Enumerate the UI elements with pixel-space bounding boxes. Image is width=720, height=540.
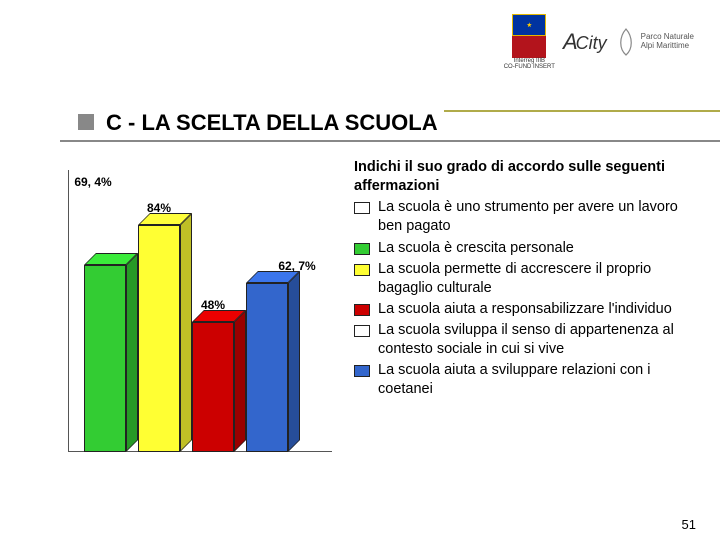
bar bbox=[246, 283, 288, 452]
bar bbox=[192, 322, 234, 452]
legend-text: La scuola permette di accrescere il prop… bbox=[378, 260, 698, 298]
title-underline bbox=[60, 140, 720, 142]
slide: ⋆ Interreg IIIB CO-FUND INSERT A City Pa… bbox=[0, 0, 720, 540]
legend-item: La scuola aiuta a responsabilizzare l'in… bbox=[354, 300, 698, 319]
parco-text: Parco Naturale Alpi Marittime bbox=[641, 33, 694, 51]
city-logo-text: City bbox=[576, 33, 607, 54]
leaf-icon bbox=[615, 27, 637, 57]
legend-swatch-icon bbox=[354, 243, 370, 255]
program-block-icon bbox=[512, 36, 546, 58]
legend-item: La scuola sviluppa il senso di appartene… bbox=[354, 321, 698, 359]
parco-logo: Parco Naturale Alpi Marittime bbox=[615, 27, 694, 57]
legend-item: La scuola permette di accrescere il prop… bbox=[354, 260, 698, 298]
bar-label: 62, 7% bbox=[278, 259, 315, 273]
eu-flag-icon: ⋆ bbox=[512, 14, 546, 36]
bar-label: 69, 4% bbox=[74, 175, 111, 189]
legend-item: La scuola aiuta a sviluppare relazioni c… bbox=[354, 361, 698, 399]
bar bbox=[138, 225, 180, 452]
program-caption-2: CO-FUND INSERT bbox=[504, 64, 555, 70]
legend-swatch-icon bbox=[354, 365, 370, 377]
bars-container: 69, 4%84%48%62, 7% bbox=[84, 170, 316, 452]
eu-logo: ⋆ Interreg IIIB CO-FUND INSERT bbox=[504, 14, 555, 70]
legend-text: La scuola è uno strumento per avere un l… bbox=[378, 198, 698, 236]
bar bbox=[84, 265, 126, 452]
header-logos: ⋆ Interreg IIIB CO-FUND INSERT A City Pa… bbox=[504, 14, 694, 70]
bar-label: 48% bbox=[201, 298, 225, 312]
legend-text: La scuola aiuta a responsabilizzare l'in… bbox=[378, 300, 672, 319]
parco-line2: Alpi Marittime bbox=[641, 42, 694, 51]
legend-swatch-icon bbox=[354, 202, 370, 214]
bar-label: 84% bbox=[147, 201, 171, 215]
y-axis bbox=[68, 170, 69, 452]
legend-swatch-icon bbox=[354, 264, 370, 276]
page-number: 51 bbox=[682, 517, 696, 532]
legend-heading: Indichi il suo grado di accordo sulle se… bbox=[354, 159, 665, 194]
eu-stars: ⋆ bbox=[525, 17, 533, 33]
legend-text: La scuola aiuta a sviluppare relazioni c… bbox=[378, 361, 698, 399]
legend-item: La scuola è crescita personale bbox=[354, 239, 698, 258]
city-logo: A City bbox=[563, 29, 607, 55]
page-title: C - LA SCELTA DELLA SCUOLA bbox=[100, 110, 444, 136]
legend-item: La scuola è uno strumento per avere un l… bbox=[354, 198, 698, 236]
legend: Indichi il suo grado di accordo sulle se… bbox=[354, 158, 698, 400]
legend-text: La scuola è crescita personale bbox=[378, 239, 574, 258]
legend-text: La scuola sviluppa il senso di appartene… bbox=[378, 321, 698, 359]
bar-chart: 69, 4% 84% 48% 62, 7% bbox=[60, 170, 340, 470]
legend-swatch-icon bbox=[354, 325, 370, 337]
title-bullet-icon bbox=[78, 114, 94, 130]
legend-swatch-icon bbox=[354, 304, 370, 316]
